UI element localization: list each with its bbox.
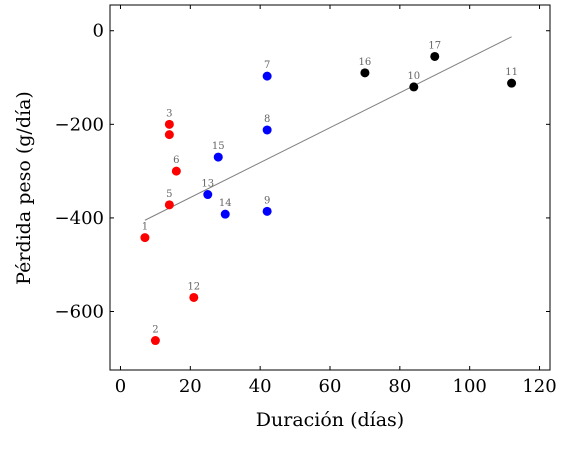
x-tick-label: 0	[115, 376, 126, 397]
data-point-label: 12	[187, 281, 200, 292]
data-point-label: 6	[173, 155, 179, 166]
x-tick-label: 60	[319, 376, 342, 397]
x-tick-label: 120	[522, 376, 556, 397]
data-point-label: 13	[201, 179, 214, 190]
data-point	[262, 125, 272, 135]
data-point	[409, 82, 419, 92]
data-point	[220, 209, 230, 219]
y-axis-title: Pérdida peso (g/día)	[13, 91, 35, 285]
y-tick-label: 0	[93, 21, 104, 42]
data-point-label: 11	[505, 67, 518, 78]
data-point-label: 16	[359, 57, 372, 68]
data-point-label: 1	[142, 222, 148, 233]
data-point	[164, 200, 174, 210]
data-point	[140, 233, 150, 243]
x-tick-label: 40	[249, 376, 272, 397]
axis-ticks: 0 20 40 60 80 100 120 0 −200 −400 −600	[55, 5, 557, 397]
y-tick-label: −600	[55, 302, 104, 323]
x-tick-label: 80	[388, 376, 411, 397]
data-point-label: 15	[212, 141, 225, 152]
data-point	[164, 130, 174, 140]
data-point-label: 7	[264, 60, 270, 71]
data-point	[171, 166, 181, 176]
data-point	[262, 206, 272, 216]
data-point	[213, 152, 223, 162]
data-point	[430, 51, 440, 61]
data-point-label: 2	[152, 325, 158, 336]
x-tick-label: 20	[179, 376, 202, 397]
data-point-label: 3	[166, 108, 172, 119]
data-point	[507, 78, 517, 88]
y-tick-label: −400	[55, 208, 104, 229]
y-tick-label: −200	[55, 114, 104, 135]
data-point	[203, 190, 213, 200]
data-point-label: 17	[428, 40, 441, 51]
data-point-label: 5	[166, 189, 172, 200]
data-point	[360, 68, 370, 78]
data-point-label: 9	[264, 195, 270, 206]
data-point	[262, 71, 272, 81]
data-point-label: 10	[407, 71, 420, 82]
trend-line	[144, 36, 512, 221]
data-point-label: 14	[219, 198, 232, 209]
data-point	[150, 336, 160, 346]
data-point	[189, 292, 199, 302]
data-point	[164, 119, 174, 129]
x-tick-label: 100	[453, 376, 487, 397]
plot-area-frame	[109, 4, 551, 371]
x-axis-title: Duración (días)	[256, 409, 404, 431]
data-point-label: 8	[264, 114, 270, 125]
